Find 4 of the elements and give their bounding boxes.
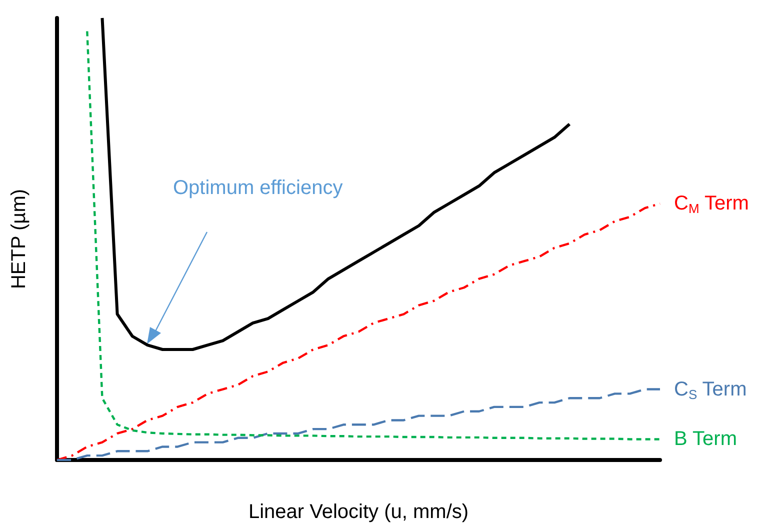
x-axis-title: Linear Velocity (u, mm/s) [248,501,469,523]
y-axis-title: HETP (µm) [8,188,30,290]
annotation: Optimum efficiency [173,177,343,199]
series-label: B Term [674,428,737,450]
